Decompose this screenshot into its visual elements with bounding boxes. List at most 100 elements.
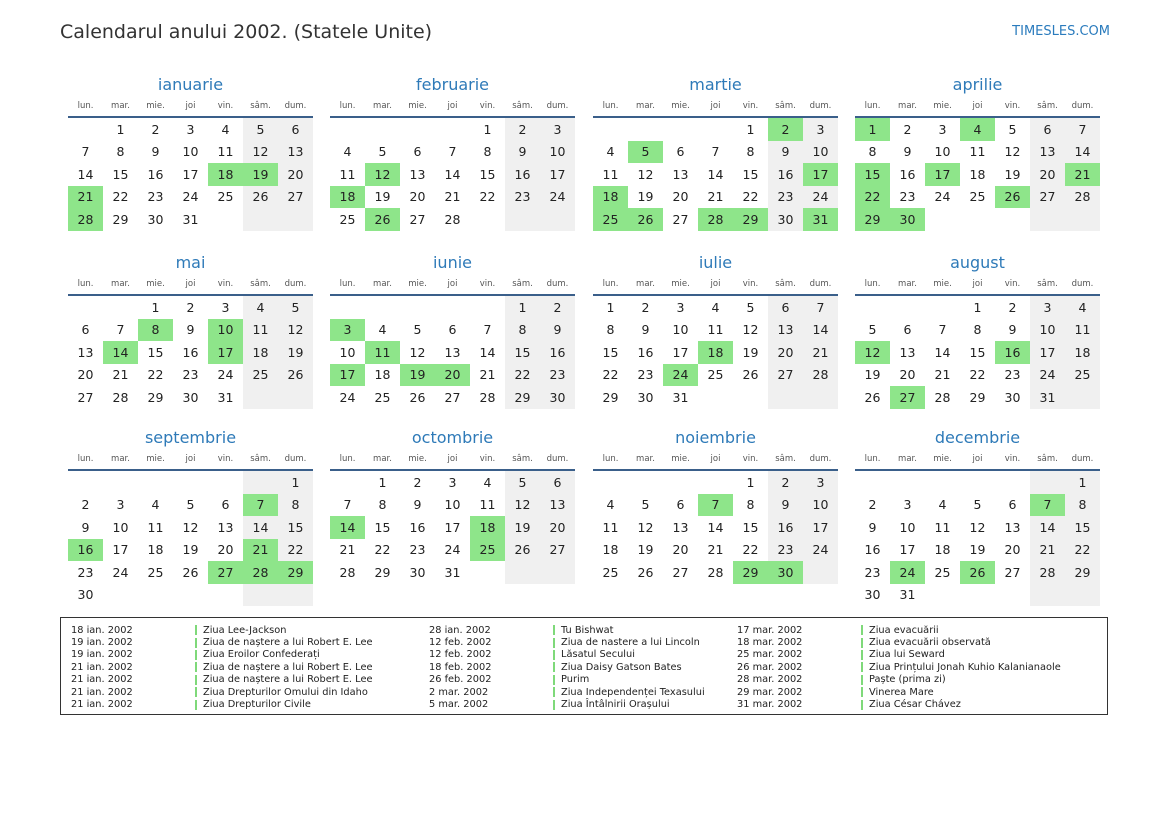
day-cell[interactable]: 15 (1065, 516, 1100, 539)
day-cell[interactable]: 12 (742, 322, 759, 338)
day-cell[interactable]: 31 (899, 587, 916, 603)
day-cell[interactable]: 5 (378, 144, 387, 160)
day-cell[interactable]: 15 (147, 344, 164, 360)
day-cell[interactable]: 15 (969, 344, 986, 360)
day-cell[interactable]: 13 (278, 140, 313, 163)
day-cell[interactable]: 25 (602, 564, 619, 580)
day-cell[interactable]: 17 (1030, 341, 1065, 364)
day-cell[interactable]: 22 (374, 542, 391, 558)
day-cell[interactable]: 17 (330, 363, 365, 386)
day-cell[interactable]: 26 (742, 367, 759, 383)
day-cell[interactable]: 12 (969, 519, 986, 535)
day-cell[interactable]: 30 (182, 389, 199, 405)
day-cell[interactable]: 5 (746, 299, 755, 315)
day-cell[interactable]: 7 (711, 144, 720, 160)
day-cell[interactable]: 23 (505, 185, 540, 208)
day-cell[interactable]: 13 (672, 166, 689, 182)
day-cell[interactable]: 4 (960, 118, 995, 141)
day-cell[interactable]: 24 (663, 363, 698, 386)
day-cell[interactable]: 1 (1065, 471, 1100, 494)
day-cell[interactable]: 2 (413, 474, 422, 490)
day-cell[interactable]: 30 (409, 564, 426, 580)
day-cell[interactable]: 18 (243, 341, 278, 364)
day-cell[interactable]: 1 (746, 121, 755, 137)
day-cell[interactable]: 23 (409, 542, 426, 558)
day-cell[interactable]: 3 (803, 471, 838, 494)
day-cell[interactable]: 26 (365, 208, 400, 231)
day-cell[interactable]: 19 (243, 163, 278, 186)
day-cell[interactable]: 31 (182, 211, 199, 227)
day-cell[interactable]: 4 (151, 497, 160, 513)
day-cell[interactable]: 3 (186, 121, 195, 137)
day-cell[interactable]: 20 (77, 367, 94, 383)
day-cell[interactable]: 29 (855, 208, 890, 231)
day-cell[interactable]: 9 (868, 519, 877, 535)
day-cell[interactable]: 12 (243, 140, 278, 163)
day-cell[interactable]: 18 (147, 542, 164, 558)
day-cell[interactable]: 2 (1008, 299, 1017, 315)
day-cell[interactable]: 27 (278, 185, 313, 208)
day-cell[interactable]: 14 (243, 516, 278, 539)
day-cell[interactable]: 14 (77, 166, 94, 182)
day-cell[interactable]: 30 (1004, 389, 1021, 405)
day-cell[interactable]: 24 (890, 561, 925, 584)
day-cell[interactable]: 2 (540, 296, 575, 319)
day-cell[interactable]: 30 (147, 211, 164, 227)
day-cell[interactable]: 10 (339, 344, 356, 360)
day-cell[interactable]: 1 (483, 121, 492, 137)
day-cell[interactable]: 10 (112, 519, 129, 535)
day-cell[interactable]: 18 (593, 185, 628, 208)
day-cell[interactable]: 19 (400, 363, 435, 386)
day-cell[interactable]: 22 (742, 189, 759, 205)
day-cell[interactable]: 10 (444, 497, 461, 513)
day-cell[interactable]: 1 (378, 474, 387, 490)
day-cell[interactable]: 4 (606, 144, 615, 160)
day-cell[interactable]: 10 (803, 493, 838, 516)
day-cell[interactable]: 24 (112, 564, 129, 580)
day-cell[interactable]: 3 (330, 318, 365, 341)
day-cell[interactable]: 1 (855, 118, 890, 141)
day-cell[interactable]: 21 (112, 367, 129, 383)
day-cell[interactable]: 27 (444, 389, 461, 405)
day-cell[interactable]: 12 (855, 341, 890, 364)
day-cell[interactable]: 9 (413, 497, 422, 513)
day-cell[interactable]: 19 (969, 542, 986, 558)
day-cell[interactable]: 29 (1065, 561, 1100, 584)
day-cell[interactable]: 5 (1008, 121, 1017, 137)
day-cell[interactable]: 7 (1030, 493, 1065, 516)
day-cell[interactable]: 23 (182, 367, 199, 383)
day-cell[interactable]: 7 (1065, 118, 1100, 141)
day-cell[interactable]: 26 (637, 564, 654, 580)
day-cell[interactable]: 20 (409, 189, 426, 205)
day-cell[interactable]: 15 (479, 166, 496, 182)
day-cell[interactable]: 30 (77, 587, 94, 603)
day-cell[interactable]: 8 (868, 144, 877, 160)
day-cell[interactable]: 20 (217, 542, 234, 558)
day-cell[interactable]: 19 (1004, 166, 1021, 182)
day-cell[interactable]: 6 (676, 497, 685, 513)
day-cell[interactable]: 19 (374, 189, 391, 205)
day-cell[interactable]: 16 (995, 341, 1030, 364)
day-cell[interactable]: 20 (278, 163, 313, 186)
day-cell[interactable]: 26 (960, 561, 995, 584)
day-cell[interactable]: 26 (182, 564, 199, 580)
day-cell[interactable]: 31 (1030, 386, 1065, 409)
day-cell[interactable]: 12 (182, 519, 199, 535)
day-cell[interactable]: 11 (217, 144, 234, 160)
day-cell[interactable]: 23 (1004, 367, 1021, 383)
day-cell[interactable]: 29 (969, 389, 986, 405)
day-cell[interactable]: 3 (1030, 296, 1065, 319)
day-cell[interactable]: 3 (540, 118, 575, 141)
day-cell[interactable]: 13 (540, 493, 575, 516)
day-cell[interactable]: 8 (505, 318, 540, 341)
day-cell[interactable]: 29 (112, 211, 129, 227)
day-cell[interactable]: 29 (505, 386, 540, 409)
day-cell[interactable]: 6 (540, 471, 575, 494)
day-cell[interactable]: 24 (182, 189, 199, 205)
day-cell[interactable]: 16 (182, 344, 199, 360)
day-cell[interactable]: 21 (479, 367, 496, 383)
day-cell[interactable]: 24 (339, 389, 356, 405)
day-cell[interactable]: 2 (768, 471, 803, 494)
day-cell[interactable]: 28 (112, 389, 129, 405)
day-cell[interactable]: 25 (1065, 363, 1100, 386)
